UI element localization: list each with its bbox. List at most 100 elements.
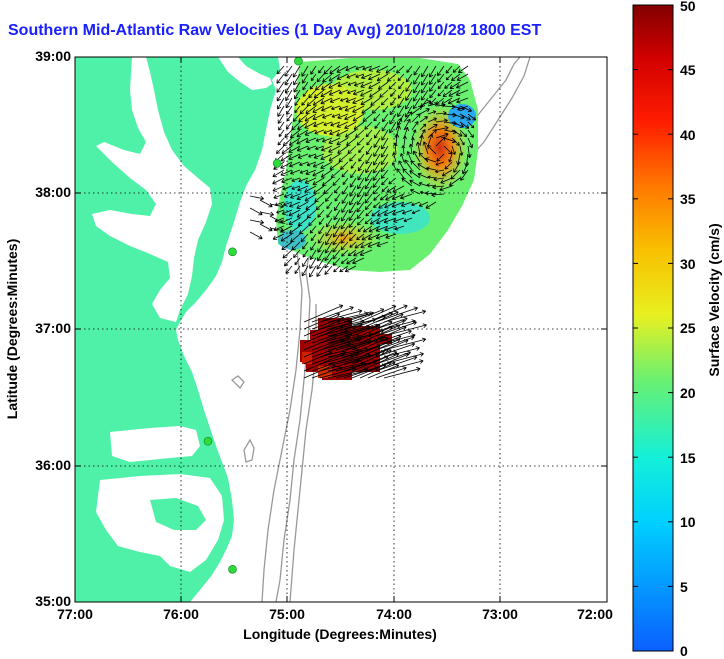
velocity-arrow [403,217,413,223]
velocity-arrow [362,65,373,71]
velocity-arrow [457,105,469,111]
velocity-arrow [302,249,309,258]
velocity-arrow [389,105,397,116]
velocity-arrow [386,185,397,193]
velocity-arrow [280,169,293,176]
velocity-arrow [344,129,357,138]
velocity-arrow [435,125,449,131]
velocity-arrow [352,113,365,122]
velocity-arrow [402,135,407,147]
velocity-arrow [314,129,325,135]
velocity-arrow [277,137,285,146]
velocity-arrow [433,176,445,182]
velocity-arrow [332,257,341,266]
velocity-arrow [332,233,341,246]
colorbar-tick-label: 20 [680,385,696,401]
velocity-arrow [375,342,416,358]
velocity-arrow [360,81,373,88]
velocity-arrow [292,113,301,122]
velocity-arrow [329,65,341,75]
velocity-arrow [435,161,445,166]
colorbar-tick-label: 30 [680,256,696,272]
velocity-arrow [353,81,365,87]
velocity-arrow [312,105,325,113]
velocity-arrow [357,161,365,172]
velocity-arrow [435,103,446,108]
velocity-arrow [365,161,373,174]
velocity-arrow [305,169,317,176]
velocity-arrow [306,145,317,151]
velocity-arrow [451,145,456,155]
velocity-arrow [350,169,357,179]
velocity-arrow [396,65,405,74]
velocity-arrow [322,137,333,143]
velocity-arrow [346,257,357,265]
velocity-arrow [296,193,309,201]
velocity-arrow [383,337,427,351]
velocity-arrow [293,81,301,93]
velocity-arrow [355,73,365,78]
velocity-arrow [324,193,333,202]
velocity-arrow [280,233,293,242]
velocity-arrow [332,241,341,253]
radar-station-marker [228,564,237,574]
velocity-arrow [291,241,301,251]
velocity-arrow [359,249,373,257]
velocity-arrow [372,169,381,181]
velocity-arrow [269,203,284,209]
velocity-arrow [320,169,333,178]
velocity-arrow [397,73,405,81]
velocity-arrow [310,241,317,251]
velocity-arrow [405,81,413,92]
velocity-arrow [319,323,363,337]
velocity-arrow [411,113,421,123]
velocity-arrow [392,209,405,216]
velocity-arrow [281,241,293,251]
velocity-arrow [379,193,389,201]
velocity-arrow [381,121,389,132]
velocity-arrow [317,209,325,218]
colorbar-tick-label: 5 [680,579,688,595]
velocity-arrow [467,129,474,138]
velocity-arrow [376,217,389,225]
velocity-arrow [444,161,453,170]
velocity-arrow [376,209,389,217]
velocity-arrow [459,113,471,121]
velocity-arrow [400,193,413,200]
velocity-arrow [337,81,349,88]
velocity-arrow [340,225,349,237]
velocity-arrow [426,144,437,155]
velocity-arrow [304,193,317,202]
velocity-arrow [396,168,405,179]
velocity-arrow [415,141,421,155]
velocity-arrow [375,233,389,240]
velocity-arrow [353,121,365,130]
velocity-arrow [437,65,445,77]
velocity-arrow [309,257,317,269]
velocity-arrow [274,217,285,223]
velocity-arrow [356,137,365,146]
velocity-arrow [331,113,341,118]
velocity-arrow [333,209,341,221]
velocity-arrow [403,111,413,123]
velocity-arrow [336,65,349,73]
velocity-arrow [437,89,445,97]
velocity-arrow [278,129,285,137]
velocity-arrow [403,118,411,131]
velocity-arrow [369,89,381,98]
velocity-arrow [457,65,469,74]
velocity-arrow [383,346,420,358]
velocity-arrow [302,81,309,91]
velocity-arrow [334,193,341,202]
velocity-arrow [282,249,293,259]
velocity-arrow [303,319,341,337]
velocity-arrow [315,201,325,211]
velocity-arrow [301,265,309,277]
velocity-arrow [444,81,453,89]
velocity-arrow [310,73,317,82]
velocity-arrow [419,123,427,131]
x-tick-label: 72:00 [577,606,613,622]
velocity-arrow [288,145,301,153]
velocity-arrow [386,73,397,82]
velocity-arrow [394,225,405,231]
